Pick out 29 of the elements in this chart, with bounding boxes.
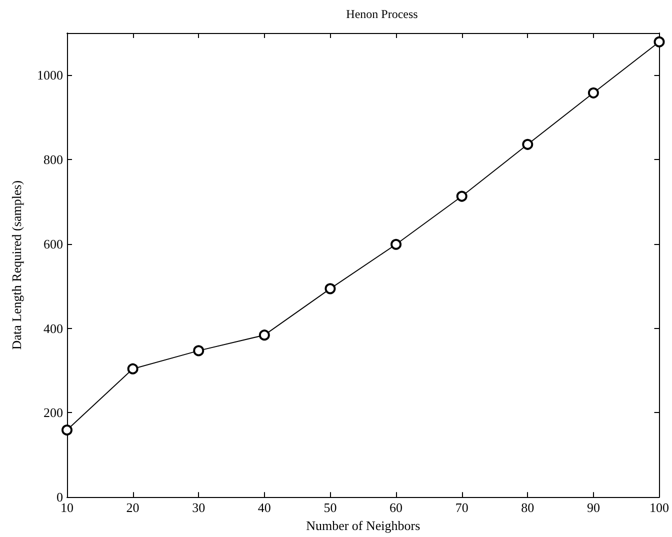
point [258,330,270,341]
point [62,424,72,436]
y-tick-label: 1000 [37,68,63,83]
x-tick-label: 20 [126,500,140,516]
x-tick-label: 70 [455,500,468,516]
point [654,36,665,48]
y-tick-label: 0 [56,490,63,505]
x-tick-label: 50 [324,500,337,516]
x-tick-label: 60 [390,500,403,516]
point [456,190,468,202]
point [127,363,138,374]
x-axis-title: Number of Neighbors [306,518,420,533]
point [522,138,534,150]
y-axis-title: Data Length Required (samples) [9,180,24,350]
point [193,345,204,356]
point [390,238,402,250]
y-tick-label: 600 [44,236,63,252]
point [588,87,599,98]
x-tick-label: 40 [258,500,271,516]
chart-title: Henon Process [346,7,418,21]
x-tick-label: 30 [192,500,206,516]
point [324,283,336,294]
x-tick-label: 80 [521,500,534,516]
x-tick-label: 90 [586,500,600,516]
y-tick-label: 800 [44,152,63,168]
x-tick-label: 10 [60,500,74,516]
x-tick-label: 100 [650,500,669,516]
y-tick-label: 200 [44,405,63,420]
y-tick-label: 400 [44,320,63,336]
